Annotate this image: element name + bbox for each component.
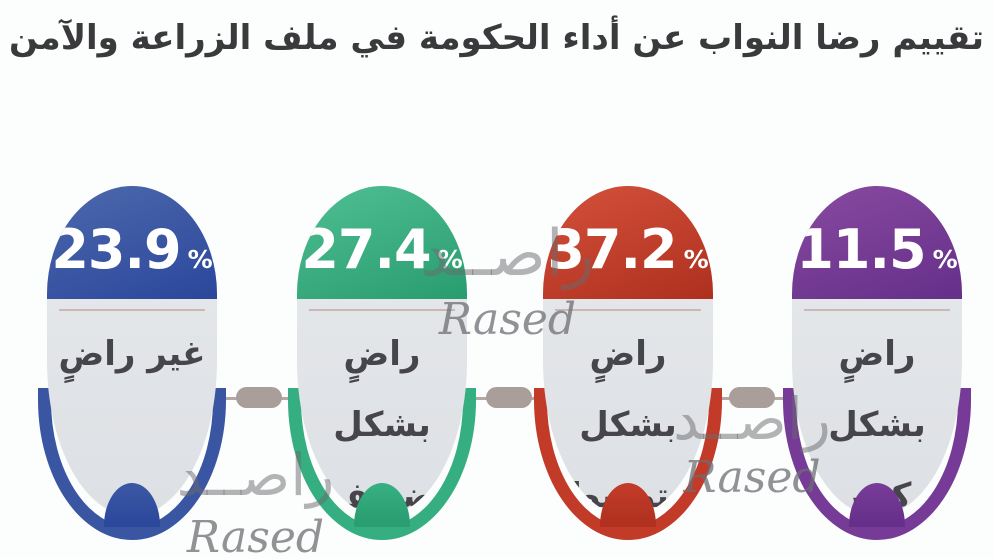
divider (555, 309, 701, 311)
capsule-highly-satisfied: 11.5 % راضٍ بشكل كبير (783, 186, 971, 542)
divider (309, 309, 455, 311)
capsule-weakly-satisfied: 27.4 % راضٍ بشكل ضعيف (288, 186, 476, 542)
connector-pill (236, 387, 282, 408)
percent-sign: % (932, 245, 958, 274)
capsule-body: 11.5 % راضٍ بشكل كبير (792, 186, 962, 516)
label-line: راضٍ بشكل (579, 334, 677, 445)
label-line: غير راضٍ (58, 334, 206, 374)
connector-pill (486, 387, 532, 408)
value-panel: 27.4 % (297, 186, 467, 299)
value-panel: 23.9 % (47, 186, 217, 299)
percent-value: 11.5 (796, 218, 926, 281)
connector-pill (729, 387, 775, 408)
value-panel: 11.5 % (792, 186, 962, 299)
satisfaction-label: غير راضٍ (49, 319, 215, 390)
capsule-moderately-satisfied: 37.2 % راضٍ بشكل متوسط (534, 186, 722, 542)
capsule-body: 37.2 % راضٍ بشكل متوسط (543, 186, 713, 516)
percent: 37.2 % (547, 223, 708, 299)
value-panel: 37.2 % (543, 186, 713, 299)
percent-value: 27.4 (301, 218, 431, 281)
label-line: راضٍ بشكل (333, 334, 431, 445)
percent: 23.9 % (51, 223, 212, 299)
percent-value: 37.2 (547, 218, 677, 281)
capsule-body: 23.9 % غير راضٍ (47, 186, 217, 516)
percent-sign: % (187, 245, 213, 274)
label-line: راضٍ بشكل (828, 334, 926, 445)
page-title: تقييم رضا النواب عن أداء الحكومة في ملف … (0, 18, 984, 58)
percent-value: 23.9 (51, 218, 181, 281)
percent-sign: % (683, 245, 709, 274)
divider (804, 309, 950, 311)
capsule-not-satisfied: 23.9 % غير راضٍ (38, 186, 226, 542)
percent: 27.4 % (301, 223, 462, 299)
capsule-body: 27.4 % راضٍ بشكل ضعيف (297, 186, 467, 516)
percent-sign: % (437, 245, 463, 274)
percent: 11.5 % (796, 223, 957, 299)
divider (59, 309, 205, 311)
